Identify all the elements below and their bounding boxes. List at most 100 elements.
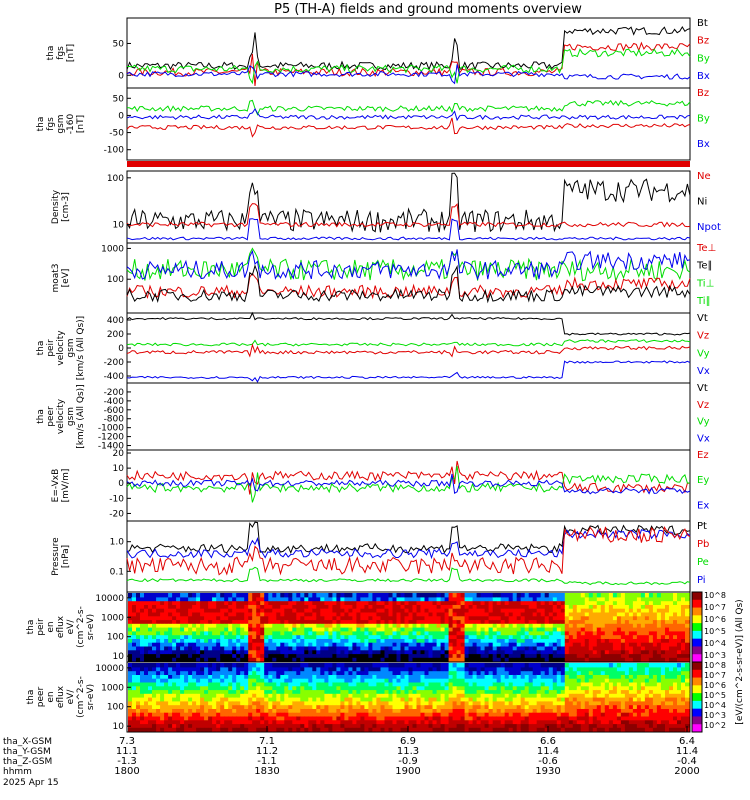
- spectrogram-cell: [340, 715, 345, 721]
- spectrogram-cell: [208, 600, 213, 605]
- spectrogram-cell: [532, 719, 538, 725]
- spectrogram-cell: [512, 653, 518, 658]
- spectrogram-cell: [260, 634, 265, 639]
- spectrogram-cell: [360, 638, 365, 643]
- spectrogram-cell: [216, 604, 221, 609]
- spectrogram-cell: [424, 653, 430, 658]
- spectrogram-cell: [296, 727, 301, 732]
- spectrogram-cell: [528, 657, 534, 662]
- spectrogram-cell: [144, 611, 149, 617]
- spectrogram-cell: [368, 657, 373, 662]
- spectrogram-cell: [412, 727, 418, 732]
- spectrogram-cell: [452, 666, 458, 672]
- spectrogram-cell: [516, 593, 522, 598]
- spectrogram-cell: [360, 663, 365, 668]
- spectrogram-cell: [312, 678, 317, 683]
- spectrogram-cell: [208, 638, 213, 643]
- spectrogram-cell: [540, 615, 546, 621]
- spectrogram-cell: [476, 719, 482, 725]
- spectrogram-cell: [456, 611, 462, 617]
- spectrogram-cell: [612, 678, 618, 683]
- spectrogram-cell: [512, 657, 518, 662]
- spectrogram-cell: [552, 700, 558, 706]
- spectrogram-cell: [304, 670, 309, 675]
- spectrogram-cell: [496, 649, 502, 655]
- spectrogram-cell: [376, 727, 381, 732]
- spectrogram-cell: [624, 681, 630, 687]
- spectrogram-cell: [556, 663, 562, 668]
- spectrogram-cell: [280, 649, 285, 655]
- spectrogram-cell: [520, 600, 526, 605]
- legend-entry: Ni: [697, 197, 707, 208]
- y-axis-label: eflux: [56, 615, 66, 638]
- spectrogram-cell: [524, 685, 530, 691]
- spectrogram-cell: [673, 596, 678, 602]
- spectrogram-cell: [324, 708, 329, 713]
- spectrogram-cell: [324, 704, 329, 709]
- spectrogram-cell: [332, 704, 337, 709]
- spectrogram-cell: [532, 649, 538, 655]
- spectrogram-cell: [512, 619, 518, 624]
- spectrogram-cell: [232, 653, 237, 658]
- spectrogram-cell: [152, 657, 157, 662]
- spectrogram-cell: [472, 596, 478, 602]
- spectrogram-cell: [588, 674, 594, 679]
- spectrogram-cell: [164, 685, 169, 691]
- spectrogram-cell: [136, 715, 141, 721]
- spectrogram-cell: [152, 700, 157, 706]
- spectrogram-cell: [536, 708, 542, 713]
- y-tick-label: 0.1: [110, 567, 124, 577]
- spectrogram-cell: [468, 657, 474, 662]
- spectrogram-cell: [212, 674, 217, 679]
- spectrogram-cell: [624, 697, 630, 702]
- spectrogram-cell: [460, 600, 466, 605]
- spectrogram-cell: [556, 708, 562, 713]
- spectrogram-cell: [220, 723, 225, 728]
- spectrogram-cell: [196, 645, 201, 651]
- spectrogram-cell: [452, 723, 458, 728]
- spectrogram-cell: [496, 708, 502, 713]
- spectrogram-cell: [132, 697, 137, 702]
- spectrogram-cell: [368, 723, 373, 728]
- spectrogram-cell: [196, 704, 201, 709]
- spectrogram-cell: [552, 723, 558, 728]
- spectrogram-cell: [665, 657, 670, 662]
- spectrogram-cell: [312, 723, 317, 728]
- spectrogram-cell: [548, 615, 554, 621]
- spectrogram-cell: [512, 596, 518, 602]
- spectrogram-cell: [216, 649, 221, 655]
- spectrogram-cell: [280, 596, 285, 602]
- spectrogram-cell: [232, 693, 237, 698]
- spectrogram-cell: [212, 719, 217, 725]
- spectrogram-cell: [504, 715, 510, 721]
- spectrogram-cell: [424, 685, 430, 691]
- spectrogram-cell: [160, 593, 165, 598]
- spectrogram-cell: [520, 719, 526, 725]
- spectrogram-cell: [452, 681, 458, 687]
- spectrogram-cell: [504, 634, 510, 639]
- spectrogram-cell: [248, 674, 253, 679]
- spectrogram-cell: [512, 670, 518, 675]
- spectrogram-cell: [604, 723, 610, 728]
- spectrogram-cell: [176, 593, 181, 598]
- spectrogram-cell: [604, 712, 610, 717]
- spectrogram-cell: [416, 593, 422, 598]
- spectrogram-cell: [192, 666, 197, 672]
- spectrogram-cell: [604, 697, 610, 702]
- spectrogram-cell: [608, 727, 614, 732]
- spectrogram-cell: [288, 697, 293, 702]
- spectrogram-cell: [448, 704, 454, 709]
- legend-entry: Ne: [697, 171, 711, 182]
- spectrogram-cell: [540, 727, 546, 732]
- spectrogram-cell: [588, 608, 594, 613]
- spectrogram-cell: [608, 681, 614, 687]
- spectrogram-cell: [168, 719, 173, 725]
- spectrogram-cell: [372, 715, 377, 721]
- spectrogram-cell: [652, 627, 658, 632]
- spectrogram-cell: [128, 611, 133, 617]
- spectrogram-cell: [288, 653, 293, 658]
- spectrogram-cell: [144, 693, 149, 698]
- spectrogram-cell: [272, 708, 277, 713]
- spectrogram-cell: [296, 593, 301, 598]
- spectrogram-cell: [232, 634, 237, 639]
